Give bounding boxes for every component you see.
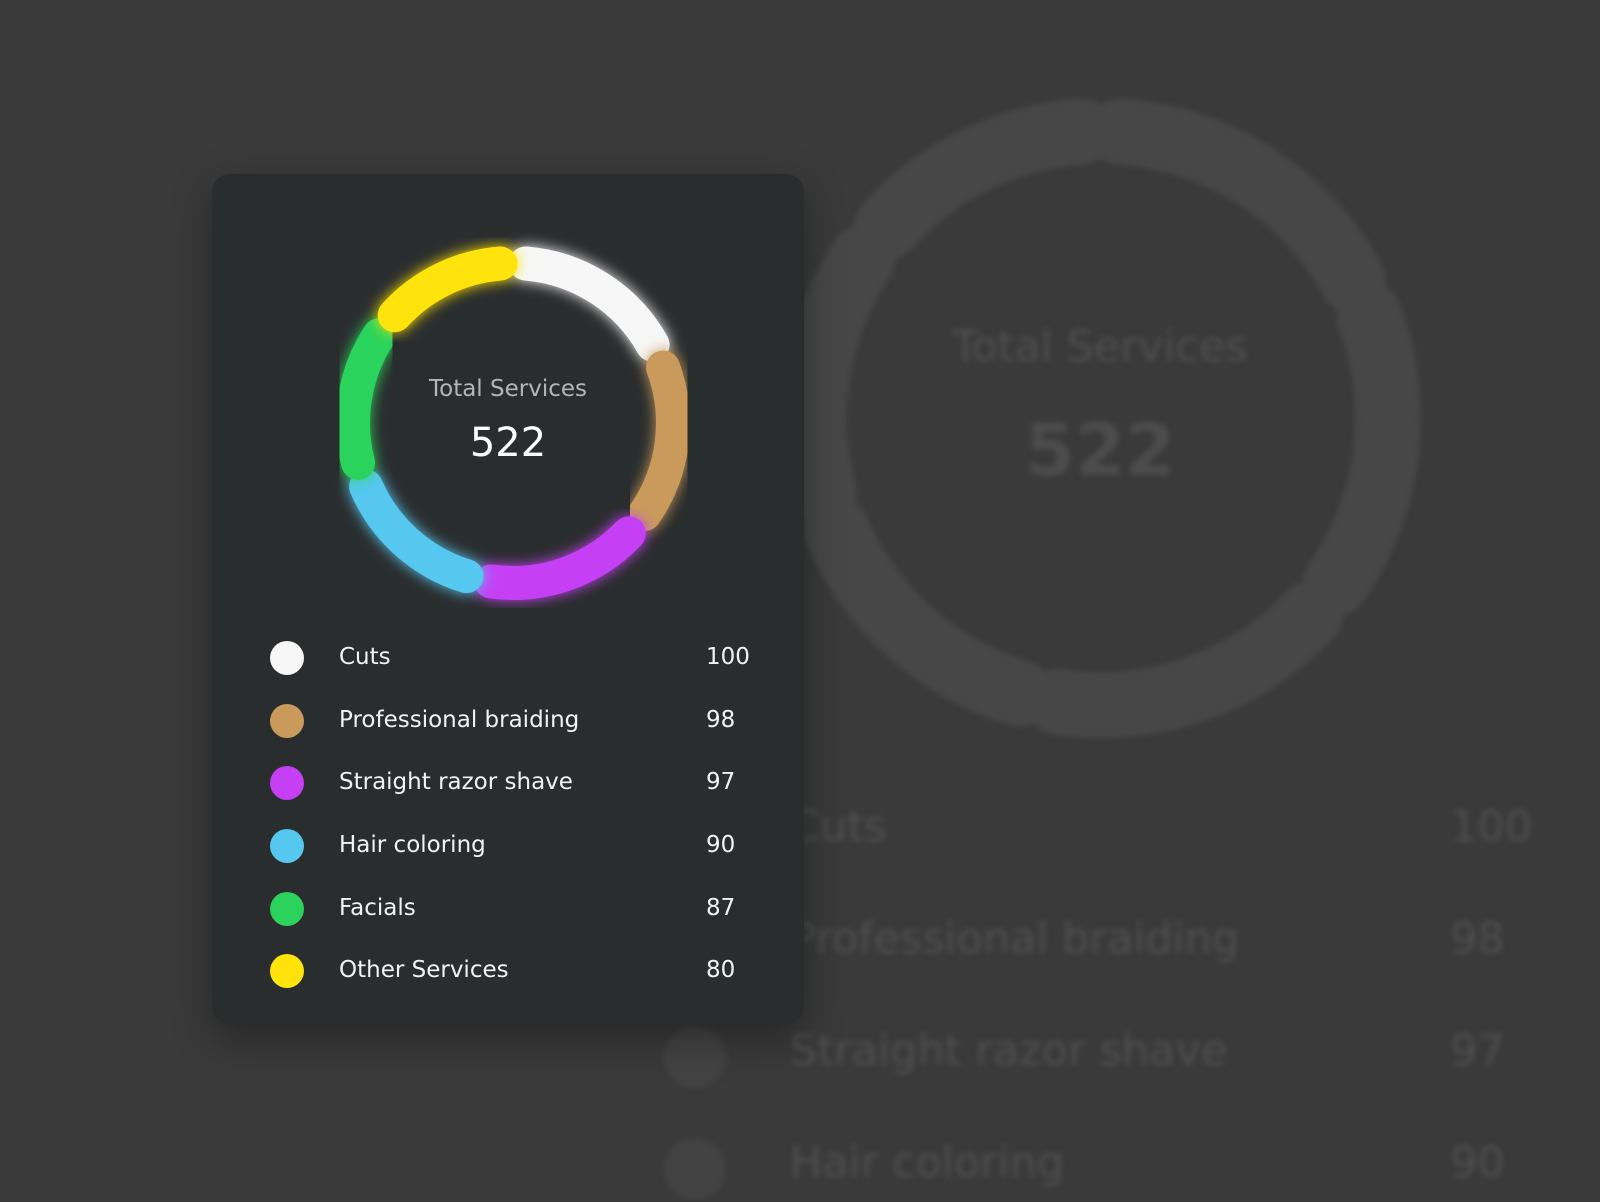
background-donut-segment-straight-razor-shave	[1026, 581, 1344, 738]
legend-value: 87	[706, 895, 736, 921]
center-total: 522	[469, 420, 547, 466]
legend-value: 90	[706, 832, 736, 858]
legend-item: Hair coloring 90	[270, 826, 760, 866]
background-legend-value: 90	[1450, 1138, 1505, 1188]
background-legend-name: Straight razor shave	[790, 1026, 1228, 1076]
legend-value: 98	[706, 707, 736, 733]
donut-segment-hair-coloring	[349, 469, 484, 594]
donut-segment-straight-razor-shave	[474, 516, 646, 600]
donut-segment-other-services	[377, 246, 518, 333]
legend-label: Facials	[339, 895, 416, 921]
background-legend-value: 97	[1450, 1026, 1505, 1076]
donut-segment-professional-braiding	[627, 350, 690, 531]
center-label: Total Services	[428, 376, 587, 402]
background-legend-dot	[664, 1026, 726, 1088]
background-legend-row: Hair coloring 90	[660, 1132, 1560, 1202]
background-center-label: Total Services	[952, 322, 1248, 372]
background-donut-segment-other-services	[854, 98, 1114, 260]
background-donut-segment-facials	[781, 225, 896, 525]
background-legend-dot	[664, 1138, 726, 1200]
legend-item: Straight razor shave 97	[270, 763, 760, 803]
legend-swatch	[270, 892, 304, 926]
legend-item: Cuts 100	[270, 638, 760, 678]
donut-segment-facials	[336, 318, 397, 480]
legend-label: Other Services	[339, 957, 509, 983]
donut-segment-cuts	[508, 246, 670, 362]
background-legend-name: Cuts	[790, 802, 887, 852]
background-legend-value: 98	[1450, 914, 1505, 964]
background-donut-segment-professional-braiding	[1302, 283, 1421, 617]
background-legend-name: Professional braiding	[790, 914, 1240, 964]
legend-item: Professional braiding 98	[270, 701, 760, 741]
background-center-value: 522	[1024, 408, 1176, 492]
legend-swatch	[270, 704, 304, 738]
legend-value: 100	[706, 644, 750, 670]
legend-label: Cuts	[339, 644, 391, 670]
background-legend-row: Straight razor shave 97	[660, 1020, 1560, 1090]
legend-swatch	[270, 829, 304, 863]
legend-swatch	[270, 641, 304, 675]
donut-chart	[336, 246, 690, 600]
background-donut-segment-hair-coloring	[803, 496, 1054, 727]
legend-swatch	[270, 954, 304, 988]
background-legend-row: Professional braiding 98	[660, 908, 1560, 978]
background-legend-value: 100	[1450, 802, 1533, 852]
legend-label: Hair coloring	[339, 832, 486, 858]
background-legend-name: Hair coloring	[790, 1138, 1065, 1188]
legend-value: 80	[706, 957, 736, 983]
legend-label: Professional braiding	[339, 707, 580, 733]
services-card: Total Services 522 Cuts 100 Professional…	[212, 174, 804, 1024]
background-legend-row: Cuts 100	[660, 796, 1560, 866]
legend-label: Straight razor shave	[339, 769, 573, 795]
background-donut-segment-cuts	[1088, 98, 1386, 313]
legend-value: 97	[706, 769, 736, 795]
legend-item: Facials 87	[270, 889, 760, 929]
legend-item: Other Services 80	[270, 951, 760, 991]
legend-swatch	[270, 766, 304, 800]
